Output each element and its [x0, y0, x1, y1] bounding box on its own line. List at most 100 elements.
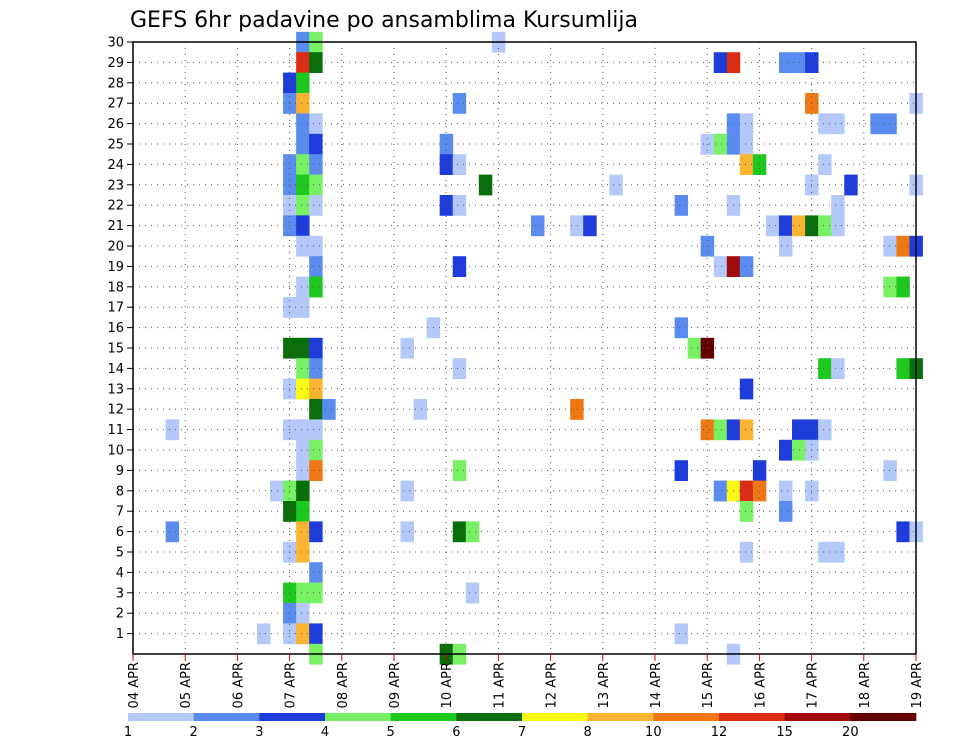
heatmap-cell — [883, 113, 897, 135]
colorbar: 1 2 3 4 5 6 7 8 10 12 15 20 — [124, 713, 917, 740]
heatmap-cell — [165, 419, 180, 441]
y-tick-label: 17 — [107, 301, 124, 316]
x-tick-label: 18 APR — [858, 662, 873, 708]
colorbar-label: 2 — [190, 725, 198, 740]
heatmap-cell — [309, 195, 323, 216]
heatmap-cell — [739, 541, 754, 563]
heatmap-cell — [687, 337, 702, 359]
heatmap-cell — [296, 358, 310, 379]
x-tick-label: 16 APR — [753, 662, 768, 708]
heatmap-cell — [896, 521, 910, 543]
colorbar-swatch — [193, 713, 260, 721]
heatmap-cell — [296, 603, 310, 624]
y-tick-label: 13 — [107, 382, 124, 397]
heatmap-cell — [752, 480, 767, 502]
x-tick-label: 17 APR — [806, 662, 821, 708]
heatmap-cell — [739, 501, 754, 522]
y-tick-label: 5 — [116, 546, 124, 561]
heatmap-cell — [778, 52, 793, 73]
heatmap-cell — [270, 480, 284, 502]
heatmap-cell — [452, 93, 467, 114]
heatmap-cell — [778, 235, 793, 257]
colorbar-swatch — [784, 713, 851, 721]
heatmap-cells — [165, 31, 923, 665]
y-tick-label: 3 — [116, 586, 124, 601]
y-tick-label: 29 — [107, 56, 124, 71]
grid-lines — [132, 41, 917, 654]
heatmap-cell — [792, 439, 806, 461]
x-tick-label: 08 APR — [336, 662, 351, 708]
colorbar-swatch — [719, 713, 785, 721]
y-tick-label: 14 — [107, 362, 124, 377]
x-tick-label: 19 APR — [910, 662, 925, 708]
colorbar-swatch — [128, 713, 194, 721]
heatmap-cell — [296, 133, 310, 155]
heatmap-cell — [309, 154, 323, 175]
heatmap-cell — [452, 358, 467, 379]
x-axis: 04 APR 05 APR 06 APR 07 APR 08 APR 09 APR 10 A… — [127, 654, 925, 708]
heatmap-cell — [309, 378, 323, 400]
heatmap-cell — [296, 582, 310, 604]
heatmap-cell — [844, 174, 858, 196]
heatmap-cell — [739, 154, 754, 175]
y-tick-label: 6 — [116, 525, 124, 540]
heatmap-cell — [818, 154, 832, 175]
heatmap-cell — [465, 582, 480, 604]
heatmap-cell — [413, 399, 428, 420]
heatmap-cell — [296, 623, 310, 645]
heatmap-cell — [478, 174, 493, 196]
heatmap-cell — [674, 195, 689, 216]
heatmap-cell — [296, 297, 310, 318]
heatmap-cell — [570, 399, 584, 420]
heatmap-cell — [713, 133, 728, 155]
heatmap-cell — [296, 480, 310, 502]
y-tick-label: 19 — [107, 260, 124, 275]
x-tick-label: 07 APR — [284, 662, 299, 708]
heatmap-cell — [309, 276, 323, 298]
heatmap-cell — [296, 439, 310, 461]
heatmap-cell — [739, 256, 754, 277]
colorbar-label: 4 — [321, 725, 329, 740]
heatmap-cell — [896, 235, 910, 257]
colorbar-label: 15 — [776, 725, 793, 740]
heatmap-cell — [752, 154, 767, 175]
heatmap-cell — [452, 256, 467, 277]
x-tick-label: 10 APR — [440, 662, 455, 708]
colorbar-swatch — [522, 713, 588, 721]
chart-title: GEFS 6hr padavine po ansamblima Kursumli… — [130, 8, 638, 33]
heatmap-cell — [309, 235, 323, 257]
colorbar-swatch — [259, 713, 326, 721]
x-tick-label: 04 APR — [127, 662, 142, 708]
heatmap-cell — [296, 235, 310, 257]
heatmap-cell — [818, 419, 832, 441]
colorbar-label: 3 — [255, 725, 263, 740]
y-tick-label: 20 — [107, 240, 124, 255]
y-tick-label: 25 — [107, 138, 124, 153]
heatmap-cell — [713, 419, 728, 441]
colorbar-swatch — [587, 713, 654, 721]
heatmap-cell — [296, 174, 310, 196]
colorbar-swatch — [456, 713, 523, 721]
heatmap-cell — [452, 195, 467, 216]
heatmap-cell — [439, 154, 454, 175]
heatmap-cell — [883, 460, 897, 481]
heatmap-cell — [818, 215, 832, 237]
x-tick-label: 14 APR — [649, 662, 664, 708]
heatmap-cell — [570, 215, 584, 237]
y-tick-label: 22 — [107, 199, 124, 214]
heatmap-cell — [309, 399, 323, 420]
heatmap-cell — [831, 215, 845, 237]
heatmap-cell — [296, 378, 310, 400]
y-tick-label: 8 — [116, 484, 124, 499]
heatmap-cell — [256, 623, 271, 645]
heatmap-cell — [896, 358, 910, 379]
y-tick-label: 18 — [107, 280, 124, 295]
heatmap-cell — [700, 419, 715, 441]
x-tick-label: 05 APR — [179, 662, 194, 708]
heatmap-cell — [309, 439, 323, 461]
y-tick-label: 27 — [107, 97, 124, 112]
heatmap-cell — [296, 276, 310, 298]
heatmap-cell — [452, 154, 467, 175]
y-tick-label: 9 — [116, 464, 124, 479]
